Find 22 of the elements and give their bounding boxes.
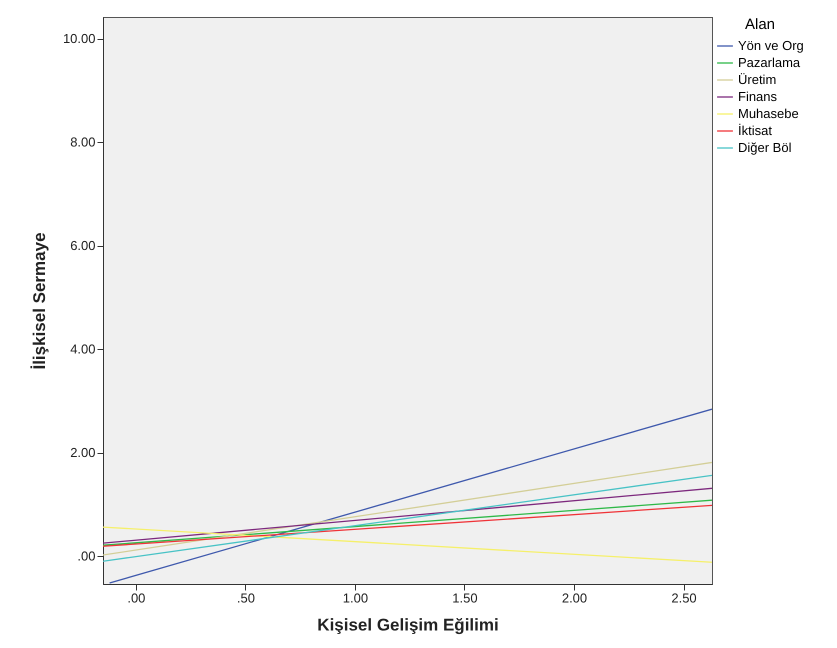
legend-label: İktisat [738,123,772,138]
x-tick-label: 2.00 [562,590,588,606]
x-tick-label: 1.50 [452,590,478,606]
x-tick-label: .00 [127,590,146,606]
x-tick-label: .50 [236,590,255,606]
legend-label: Pazarlama [738,55,801,70]
legend-title: Alan [744,16,776,33]
y-tick-label: 2.00 [70,445,96,460]
x-tick-label: 1.00 [342,590,368,606]
x-tick-label: 2.50 [671,590,697,606]
legend-label: Finans [738,89,778,104]
legend-label: Üretim [738,72,776,87]
legend-label: Diğer Böl [738,140,792,155]
y-tick-label: 10.00 [62,31,96,46]
legend-label: Muhasebe [738,106,799,121]
y-tick-label: 4.00 [70,342,96,357]
y-tick-label: .00 [77,548,96,564]
x-axis-title: Kişisel Gelişim Eğilimi [317,616,499,634]
y-tick-label: 6.00 [70,238,96,254]
legend-label: Yön ve Org [738,38,804,53]
y-axis-title: İlişkisel Sermaye [30,232,49,370]
y-tick-label: 8.00 [70,134,96,150]
